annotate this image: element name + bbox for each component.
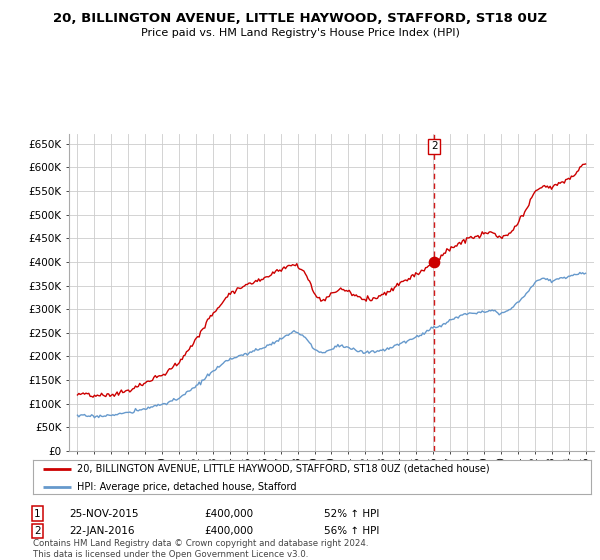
Text: 20, BILLINGTON AVENUE, LITTLE HAYWOOD, STAFFORD, ST18 0UZ: 20, BILLINGTON AVENUE, LITTLE HAYWOOD, S…	[53, 12, 547, 25]
Text: Price paid vs. HM Land Registry's House Price Index (HPI): Price paid vs. HM Land Registry's House …	[140, 28, 460, 38]
Text: 25-NOV-2015: 25-NOV-2015	[69, 508, 139, 519]
Text: 2: 2	[34, 526, 41, 536]
Text: £400,000: £400,000	[204, 508, 253, 519]
Text: 22-JAN-2016: 22-JAN-2016	[69, 526, 134, 536]
Text: 20, BILLINGTON AVENUE, LITTLE HAYWOOD, STAFFORD, ST18 0UZ (detached house): 20, BILLINGTON AVENUE, LITTLE HAYWOOD, S…	[77, 464, 489, 474]
Text: 52% ↑ HPI: 52% ↑ HPI	[324, 508, 379, 519]
Text: Contains HM Land Registry data © Crown copyright and database right 2024.
This d: Contains HM Land Registry data © Crown c…	[33, 539, 368, 559]
Text: 56% ↑ HPI: 56% ↑ HPI	[324, 526, 379, 536]
Text: 2: 2	[431, 141, 437, 151]
Point	[430, 258, 439, 267]
Text: £400,000: £400,000	[204, 526, 253, 536]
Text: 1: 1	[34, 508, 41, 519]
Text: HPI: Average price, detached house, Stafford: HPI: Average price, detached house, Staf…	[77, 482, 296, 492]
